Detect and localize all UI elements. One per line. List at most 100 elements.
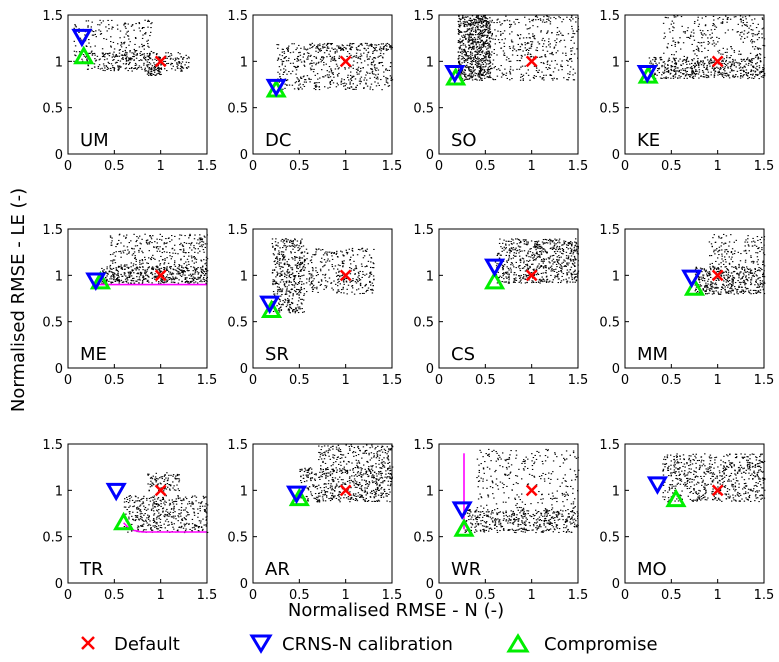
ensemble-point bbox=[666, 47, 669, 49]
ensemble-point bbox=[508, 20, 511, 22]
ensemble-point bbox=[290, 281, 292, 283]
ensemble-point bbox=[189, 233, 191, 235]
ensemble-point bbox=[570, 66, 572, 68]
ensemble-point bbox=[347, 252, 349, 254]
ensemble-point bbox=[729, 65, 732, 67]
ensemble-point bbox=[199, 234, 201, 236]
ensemble-point bbox=[306, 52, 309, 54]
ensemble-point bbox=[676, 67, 678, 69]
ensemble-point bbox=[346, 278, 348, 280]
ensemble-point bbox=[367, 72, 369, 74]
ensemble-point bbox=[518, 249, 521, 251]
ensemble-point bbox=[182, 270, 185, 272]
ensemble-point bbox=[335, 272, 337, 274]
ensemble-point bbox=[307, 56, 309, 58]
ensemble-point bbox=[202, 249, 205, 251]
ensemble-point bbox=[501, 23, 503, 25]
ensemble-point bbox=[141, 259, 143, 261]
ensemble-point bbox=[292, 295, 294, 297]
ensemble-point bbox=[484, 15, 486, 17]
ensemble-point bbox=[489, 53, 491, 55]
ensemble-point bbox=[113, 276, 115, 278]
ensemble-point bbox=[752, 40, 754, 42]
ensemble-point bbox=[663, 65, 665, 67]
ensemble-point bbox=[158, 72, 160, 74]
ensemble-point bbox=[485, 51, 488, 53]
y-tick-label: 0 bbox=[426, 148, 434, 163]
ensemble-point bbox=[151, 68, 153, 70]
ensemble-point bbox=[742, 59, 744, 61]
ensemble-point bbox=[468, 48, 470, 50]
ensemble-point bbox=[364, 250, 367, 252]
ensemble-point bbox=[88, 42, 90, 44]
ensemble-point bbox=[555, 44, 557, 46]
ensemble-point bbox=[459, 55, 461, 57]
ensemble-point bbox=[113, 276, 116, 278]
ensemble-point bbox=[317, 291, 319, 293]
ensemble-point bbox=[119, 49, 121, 51]
ensemble-point bbox=[124, 264, 126, 266]
ensemble-point bbox=[297, 268, 299, 270]
ensemble-point bbox=[293, 286, 296, 288]
ensemble-point bbox=[558, 30, 561, 32]
ensemble-point bbox=[489, 28, 491, 30]
ensemble-point bbox=[282, 247, 284, 249]
ensemble-point bbox=[176, 63, 178, 65]
ensemble-point bbox=[490, 67, 493, 69]
ensemble-point bbox=[551, 255, 554, 257]
ensemble-point bbox=[128, 252, 130, 254]
ensemble-point bbox=[693, 39, 696, 41]
ensemble-point bbox=[557, 50, 559, 52]
x-tick-label: 0.5 bbox=[289, 373, 310, 388]
ensemble-point bbox=[285, 306, 288, 308]
ensemble-point bbox=[665, 77, 667, 79]
ensemble-point bbox=[356, 84, 358, 86]
ensemble-point bbox=[465, 16, 467, 18]
ensemble-point bbox=[522, 239, 525, 241]
ensemble-point bbox=[575, 241, 577, 243]
ensemble-point bbox=[135, 50, 138, 52]
ensemble-point bbox=[665, 76, 667, 78]
ensemble-point bbox=[280, 289, 282, 291]
ensemble-point bbox=[751, 33, 753, 35]
ensemble-point bbox=[93, 63, 96, 65]
ensemble-point bbox=[470, 42, 473, 44]
ensemble-point bbox=[166, 269, 168, 271]
ensemble-point bbox=[472, 46, 474, 48]
ensemble-point bbox=[114, 262, 117, 264]
ensemble-point bbox=[533, 36, 535, 38]
ensemble-point bbox=[351, 291, 353, 293]
ensemble-point bbox=[755, 67, 757, 69]
ensemble-point bbox=[343, 283, 345, 285]
ensemble-point bbox=[101, 67, 103, 69]
ensemble-point bbox=[727, 63, 729, 65]
ensemble-point bbox=[204, 263, 206, 265]
ensemble-point bbox=[574, 259, 576, 261]
ensemble-point bbox=[723, 72, 725, 74]
ensemble-point bbox=[129, 61, 131, 63]
ensemble-point bbox=[139, 263, 141, 265]
x-tick-label: 1 bbox=[528, 159, 536, 174]
ensemble-point bbox=[532, 263, 534, 265]
ensemble-point bbox=[298, 88, 300, 90]
ensemble-point bbox=[569, 71, 571, 73]
ensemble-point bbox=[459, 38, 461, 40]
ensemble-point bbox=[146, 270, 148, 272]
ensemble-point bbox=[180, 249, 182, 251]
site-label-um: UM bbox=[80, 130, 109, 151]
ensemble-point bbox=[489, 17, 491, 19]
ensemble-point bbox=[359, 80, 362, 82]
ensemble-point bbox=[291, 70, 294, 72]
ensemble-point bbox=[106, 67, 109, 69]
ensemble-point bbox=[160, 68, 163, 70]
ensemble-point bbox=[361, 247, 363, 249]
ensemble-point bbox=[519, 258, 522, 260]
ensemble-point bbox=[567, 64, 569, 66]
ensemble-point bbox=[548, 19, 550, 21]
ensemble-point bbox=[559, 266, 561, 268]
ensemble-point bbox=[519, 38, 521, 40]
ensemble-point bbox=[548, 258, 550, 260]
ensemble-point bbox=[478, 32, 481, 34]
ensemble-point bbox=[325, 44, 328, 46]
ensemble-point bbox=[757, 23, 759, 25]
